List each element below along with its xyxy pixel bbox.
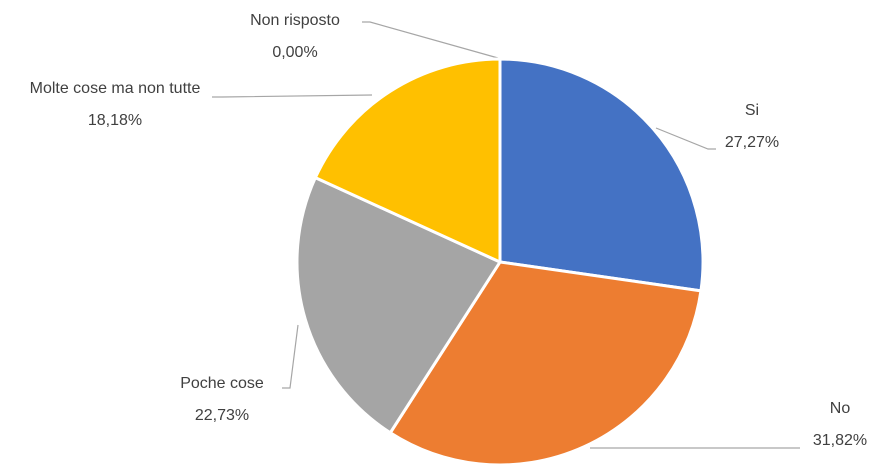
data-label: No 31,82% xyxy=(795,393,885,457)
category-label: Non risposto xyxy=(250,12,340,29)
category-label: Si xyxy=(744,102,760,119)
value-label: 0,00% xyxy=(272,44,318,61)
value-label: 18,18% xyxy=(87,112,143,129)
category-label: Poche cose xyxy=(180,375,264,392)
leader-lines xyxy=(212,21,800,449)
data-label: Non risposto 0,00% xyxy=(215,5,375,69)
leader-line xyxy=(655,127,716,150)
leader-line xyxy=(212,94,373,98)
value-label: 27,27% xyxy=(724,134,780,151)
pie-slice xyxy=(313,57,502,264)
data-label: Si 27,27% xyxy=(707,95,797,159)
data-label: Poche cose 22,73% xyxy=(152,368,292,432)
leader-line xyxy=(282,324,299,389)
category-label: Molte cose ma non tutte xyxy=(29,80,201,97)
pie-slice xyxy=(498,57,705,293)
leader-line xyxy=(362,21,499,59)
slices xyxy=(295,57,705,465)
pie-slice xyxy=(295,176,502,435)
data-label: Molte cose ma non tutte 18,18% xyxy=(15,73,215,137)
value-label: 31,82% xyxy=(812,432,868,449)
category-label: No xyxy=(829,400,851,417)
value-label: 22,73% xyxy=(194,407,250,424)
